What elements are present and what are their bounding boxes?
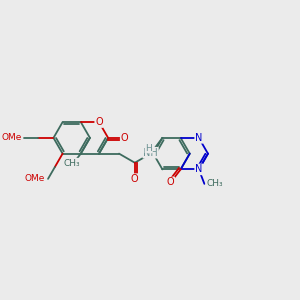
Text: H: H [145, 143, 152, 152]
Text: CH₃: CH₃ [206, 179, 223, 188]
Text: CH₃: CH₃ [63, 159, 80, 168]
Text: O: O [95, 117, 103, 127]
Text: OMe: OMe [1, 134, 22, 142]
Text: O: O [167, 177, 174, 188]
Text: O: O [121, 133, 128, 143]
Text: NH: NH [143, 148, 158, 158]
Text: O: O [131, 174, 139, 184]
Text: N: N [195, 164, 202, 174]
Text: OMe: OMe [25, 174, 45, 183]
Text: N: N [195, 133, 202, 143]
